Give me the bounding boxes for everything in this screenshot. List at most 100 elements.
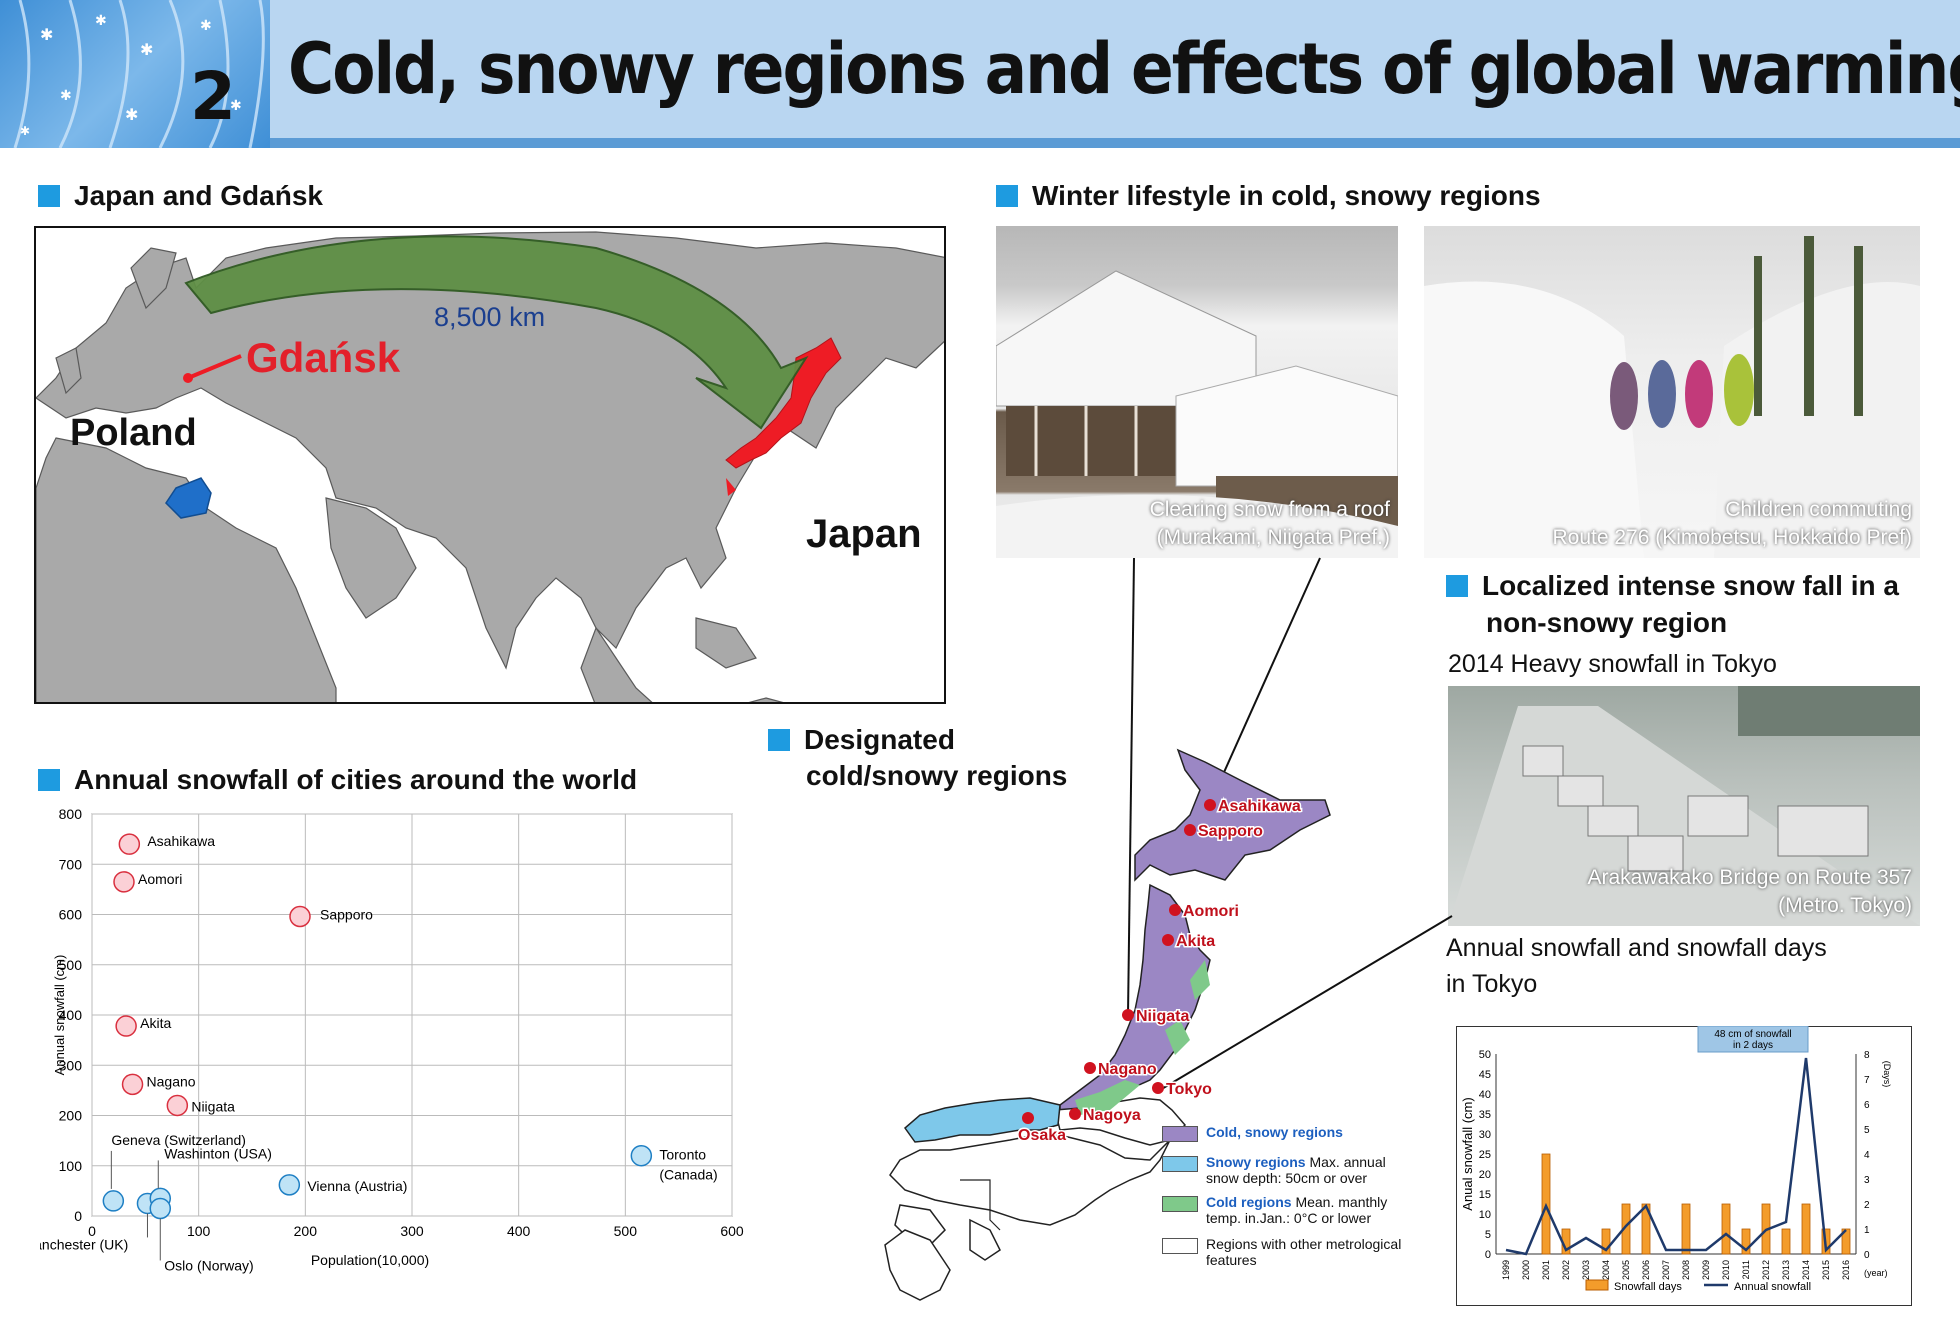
bar [1741,1228,1751,1255]
tokyo-photo-heading: 2014 Heavy snowfall in Tokyo [1448,650,1777,678]
scatter-point [289,905,311,928]
x-axis-label: Population(10,000) [311,1252,429,1268]
y-tick-label: 500 [59,957,83,973]
city-marker-icon [1152,1082,1164,1094]
children-illustration [1424,236,1920,558]
caption-line: (Metro. Tokyo) [1778,894,1912,917]
legend-swatch [1162,1156,1198,1172]
scatter-point [115,1015,137,1037]
tokyo-chart-caption-line2: in Tokyo [1446,970,1538,998]
legend-desc: Max. annual snow depth: 50cm or over [1206,1154,1386,1186]
point-label: Sapporo [320,907,373,923]
bar [1801,1203,1811,1255]
x-axis-label: (year) [1864,1268,1888,1278]
y2-tick-label: 8 [1864,1050,1870,1061]
world-map-graphic [36,228,944,702]
city-label: Akita [1176,933,1215,950]
y2-tick-label: 1 [1864,1225,1870,1236]
square-bullet-icon [1446,575,1468,597]
y2-axis-label: (Days) [1882,1061,1892,1088]
square-bullet-icon [768,729,790,751]
bridge-caption: Arakawakako Bridge on Route 357 (Metro. T… [1587,864,1912,920]
photo-children-commuting: Children commuting Route 276 (Kimobetsu, … [1424,226,1920,558]
scatter-point [102,1190,125,1212]
legend-swatch [1585,1279,1609,1291]
legend-desc: Regions with other metrological features [1206,1236,1402,1268]
y-tick-label: 5 [1485,1229,1491,1241]
svg-text:✱: ✱ [125,107,138,124]
y2-tick-label: 2 [1864,1200,1870,1211]
city-label: Asahikawa [1218,798,1301,815]
y-tick-label: 50 [1479,1049,1491,1061]
legend-title: Snowy regions [1206,1154,1306,1170]
caption-line: Route 276 (Kimobetsu, Hokkaido Pref) [1552,526,1912,549]
y2-tick-label: 3 [1864,1175,1870,1186]
svg-text:✱: ✱ [20,124,30,138]
x-tick-label: 200 [294,1223,318,1239]
japan-label: Japan [806,512,922,556]
poland-shape [165,477,212,519]
svg-text:✱: ✱ [230,97,242,113]
section-heading-japan-gdansk: Japan and Gdańsk [38,178,323,214]
tokyo-chart-frame [1456,1026,1912,1306]
roof-caption: Clearing snow from a roof (Murakami, Niig… [1150,496,1390,552]
x-tick-label: 2016 [1841,1260,1851,1280]
y-axis-label: Anual snowfall (cm) [1460,1097,1475,1210]
snowflake-pattern-icon: ✱ ✱ ✱ ✱ ✱ ✱ ✱ ✱ [13,0,265,149]
distance-label: 8,500 km [434,302,546,332]
city-label: Tokyo [1166,1081,1212,1098]
caption-line: Children commuting [1725,498,1912,521]
section-number: 2 [190,58,236,135]
x-tick-label: 600 [720,1223,744,1239]
legend-title: Cold, snowy regions [1206,1124,1343,1140]
city-label: Aomori [1183,903,1239,920]
x-tick-label: 2007 [1661,1260,1671,1280]
heading-text: Japan and Gdańsk [74,180,323,211]
photo-tokyo-bridge: Arakawakako Bridge on Route 357 (Metro. T… [1448,686,1920,926]
y-tick-label: 15 [1479,1189,1491,1201]
line-series [1505,1057,1847,1256]
x-tick-label: 500 [614,1223,638,1239]
y-axis-label: Annual snowfall (cm) [52,955,67,1076]
gdansk-label: Gdańsk [246,334,401,381]
svg-text:✱: ✱ [40,27,53,44]
tokyo-chart-caption-line1: Annual snowfall and snowfall days [1446,934,1827,962]
y-tick-label: 400 [59,1007,83,1023]
y-tick-label: 10 [1479,1209,1491,1221]
x-tick-label: 400 [507,1223,531,1239]
x-tick-label: 2001 [1541,1260,1551,1280]
x-tick-label: 2006 [1641,1260,1651,1280]
children-caption: Children commuting Route 276 (Kimobetsu, … [1552,496,1912,552]
snow-decoration: ✱ ✱ ✱ ✱ ✱ ✱ ✱ ✱ [0,0,270,149]
x-tick-label: 2005 [1621,1260,1631,1280]
point-label: Niigata [191,1098,235,1114]
point-label: Toronto [659,1147,706,1163]
x-tick-label: 0 [88,1223,96,1239]
x-tick-label: 2012 [1761,1260,1771,1280]
legend-desc: Mean. manthly temp. in.Jan.: 0°C or lowe… [1206,1194,1388,1226]
header-banner: ✱ ✱ ✱ ✱ ✱ ✱ ✱ ✱ 2 Cold, snowy regions and ef… [0,0,1960,149]
bar [1681,1203,1691,1255]
scatter-point [149,1197,172,1220]
bar [1721,1203,1731,1255]
city-label: Osaka [1018,1127,1066,1144]
x-tick-label: 2014 [1801,1260,1811,1280]
bar [1641,1203,1651,1255]
y2-tick-label: 7 [1864,1075,1870,1086]
y-tick-label: 25 [1479,1149,1491,1161]
city-marker-icon [1084,1062,1096,1074]
city-label: Nagano [1098,1061,1157,1078]
city-label: Sapporo [1198,823,1263,840]
scatter-point [121,1073,144,1096]
x-tick-label: 2004 [1601,1260,1611,1280]
y-tick-label: 800 [59,806,83,822]
point-label: Akita [140,1015,171,1031]
point-label: (Canada) [659,1167,717,1183]
point-label: Nagano [147,1073,196,1089]
svg-text:✱: ✱ [60,87,72,103]
x-tick-label: 2009 [1701,1260,1711,1280]
poland-label: Poland [70,412,197,454]
